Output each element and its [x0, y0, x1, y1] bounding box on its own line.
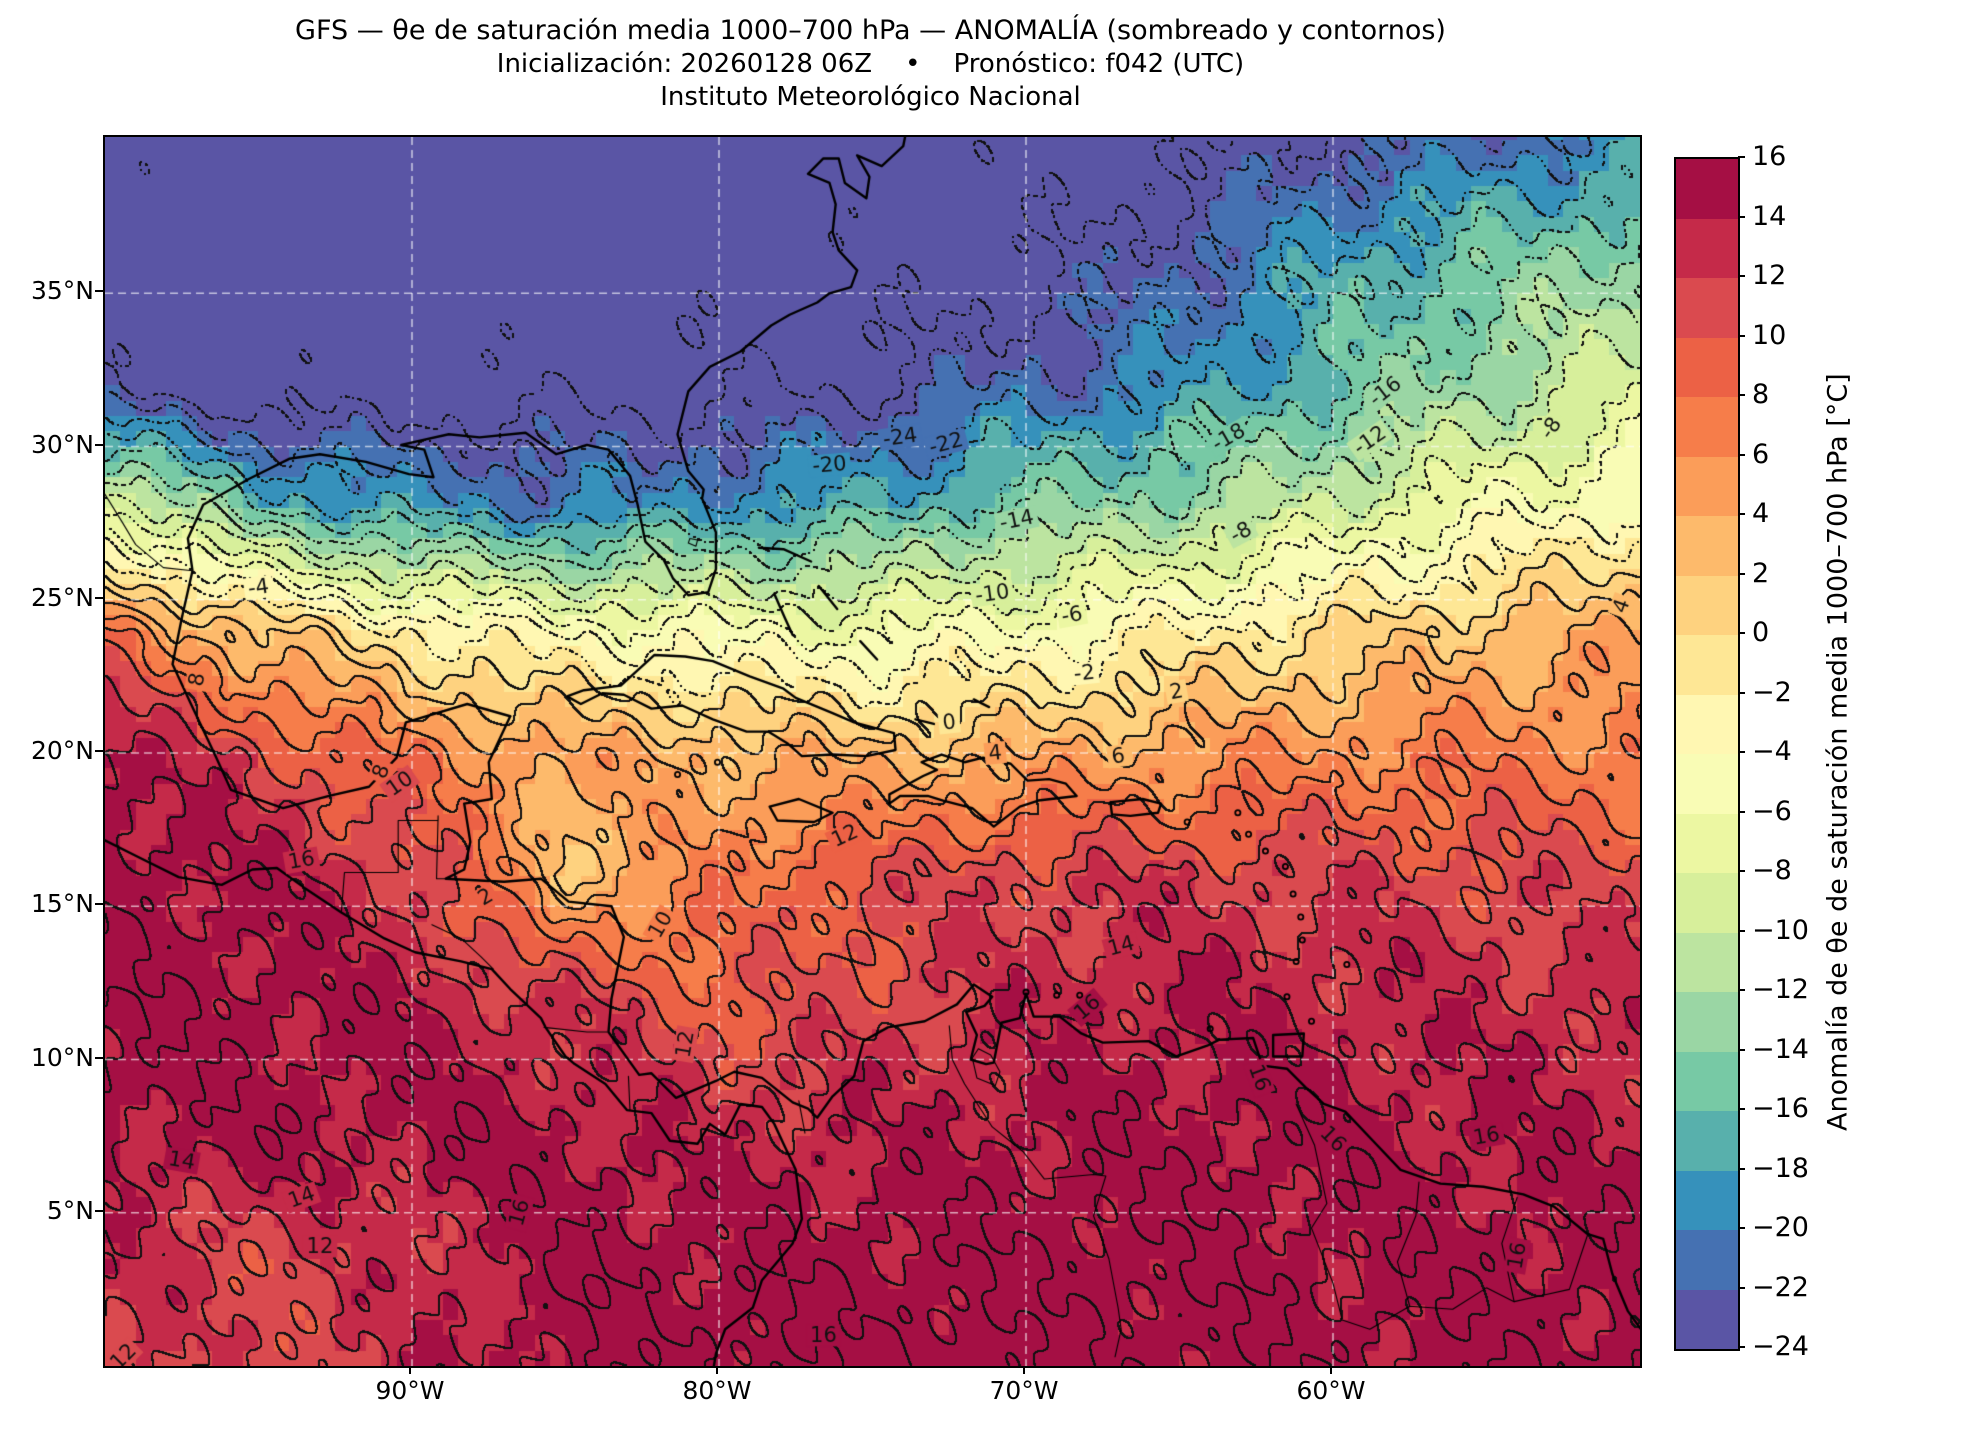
colorbar-tick-label: −20 — [1752, 1212, 1809, 1243]
figure-subtitle: Inicialización: 20260128 06Z • Pronóstic… — [496, 49, 1245, 79]
y-tick-label: 20°N — [30, 736, 94, 766]
x-tick-mark — [1330, 1366, 1332, 1374]
colorbar — [1674, 157, 1740, 1351]
title-block: GFS — θe de saturación media 1000–700 hP… — [103, 14, 1638, 114]
colorbar-tick-label: 16 — [1752, 141, 1787, 172]
colorbar-cell — [1676, 575, 1738, 635]
colorbar-cell — [1676, 754, 1738, 814]
colorbar-tick-label: −12 — [1752, 974, 1809, 1005]
colorbar-cell — [1676, 278, 1738, 338]
colorbar-tick-mark — [1738, 751, 1745, 753]
colorbar-cell — [1676, 1230, 1738, 1290]
colorbar-tick-label: −16 — [1752, 1093, 1809, 1124]
colorbar-cell — [1676, 337, 1738, 397]
y-tick-mark — [95, 596, 103, 599]
colorbar-tick-mark — [1738, 632, 1745, 634]
colorbar-tick-label: −14 — [1752, 1033, 1809, 1065]
colorbar-tick-mark — [1738, 275, 1745, 277]
colorbar-tick-label: 0 — [1752, 617, 1770, 648]
colorbar-tick-label: −24 — [1752, 1331, 1809, 1362]
y-tick-mark — [95, 1209, 103, 1212]
colorbar-tick-label: −4 — [1752, 736, 1792, 767]
x-tick-mark — [409, 1366, 411, 1374]
colorbar-tick-mark — [1738, 572, 1745, 575]
colorbar-cell — [1676, 397, 1738, 457]
figure-institution: Instituto Meteorológico Nacional — [660, 82, 1081, 112]
y-tick-label: 5°N — [46, 1195, 94, 1225]
colorbar-tick-label: 4 — [1752, 498, 1770, 529]
colorbar-tick-label: 2 — [1752, 557, 1770, 589]
x-tick-label: 70°W — [989, 1376, 1059, 1405]
colorbar-tick-label: −22 — [1752, 1271, 1809, 1303]
x-tick-label: 90°W — [375, 1376, 445, 1405]
x-tick-label: 60°W — [1296, 1376, 1366, 1405]
colorbar-cell — [1676, 992, 1738, 1052]
y-tick-mark — [95, 1056, 103, 1059]
colorbar-tick-mark — [1738, 929, 1745, 932]
colorbar-tick-mark — [1738, 215, 1745, 218]
colorbar-tick-mark — [1738, 810, 1745, 813]
colorbar-axis-label: Anomalía de θe de saturación media 1000–… — [1822, 373, 1854, 1131]
colorbar-tick-label: 12 — [1752, 260, 1787, 291]
colorbar-tick-label: 10 — [1752, 319, 1787, 351]
y-tick-mark — [95, 443, 103, 446]
colorbar-tick-mark — [1738, 453, 1745, 456]
colorbar-tick-label: 6 — [1752, 438, 1770, 470]
colorbar-cells — [1676, 159, 1738, 1349]
colorbar-tick-mark — [1738, 989, 1745, 991]
figure-title: GFS — θe de saturación media 1000–700 hP… — [295, 15, 1446, 46]
colorbar-tick-mark — [1738, 334, 1745, 337]
colorbar-cell — [1676, 635, 1738, 695]
y-tick-mark — [95, 903, 103, 906]
colorbar-cell — [1676, 516, 1738, 576]
y-tick-mark — [95, 290, 103, 293]
colorbar-cell — [1676, 1051, 1738, 1111]
y-tick-label: 30°N — [30, 429, 94, 459]
colorbar-tick-label: −10 — [1752, 914, 1809, 946]
colorbar-tick-mark — [1738, 394, 1745, 396]
colorbar-tick-label: −2 — [1752, 676, 1792, 708]
colorbar-cell — [1676, 1170, 1738, 1230]
colorbar-tick-label: 14 — [1752, 200, 1787, 232]
colorbar-tick-mark — [1738, 1346, 1745, 1348]
colorbar-tick-label: 8 — [1752, 379, 1770, 410]
colorbar-tick-mark — [1738, 513, 1745, 515]
colorbar-cell — [1676, 456, 1738, 516]
y-tick-label: 10°N — [30, 1042, 94, 1072]
y-tick-label: 25°N — [30, 582, 94, 612]
x-tick-label: 80°W — [682, 1376, 752, 1405]
x-tick-mark — [1023, 1366, 1025, 1374]
colorbar-cell — [1676, 694, 1738, 754]
colorbar-cell — [1676, 813, 1738, 873]
colorbar-cell — [1676, 873, 1738, 933]
colorbar-tick-mark — [1738, 1048, 1745, 1051]
colorbar-cell — [1676, 159, 1738, 219]
colorbar-tick-mark — [1738, 156, 1745, 158]
colorbar-cell — [1676, 218, 1738, 278]
colorbar-tick-label: −6 — [1752, 795, 1792, 827]
colorbar-tick-mark — [1738, 1108, 1745, 1110]
colorbar-cell — [1676, 1111, 1738, 1171]
colorbar-tick-mark — [1738, 1227, 1745, 1229]
anomaly-map-canvas — [105, 137, 1640, 1366]
y-tick-label: 15°N — [30, 889, 94, 919]
y-tick-label: 35°N — [30, 276, 94, 306]
colorbar-tick-mark — [1738, 691, 1745, 694]
colorbar-tick-label: −8 — [1752, 855, 1792, 886]
colorbar-tick-mark — [1738, 870, 1745, 872]
map-plot-area — [103, 135, 1642, 1368]
colorbar-tick-mark — [1738, 1167, 1745, 1170]
y-tick-mark — [95, 750, 103, 753]
colorbar-cell — [1676, 932, 1738, 992]
colorbar-tick-label: −18 — [1752, 1152, 1809, 1184]
x-tick-mark — [716, 1366, 718, 1374]
colorbar-tick-mark — [1738, 1286, 1745, 1289]
colorbar-cell — [1676, 1289, 1738, 1349]
